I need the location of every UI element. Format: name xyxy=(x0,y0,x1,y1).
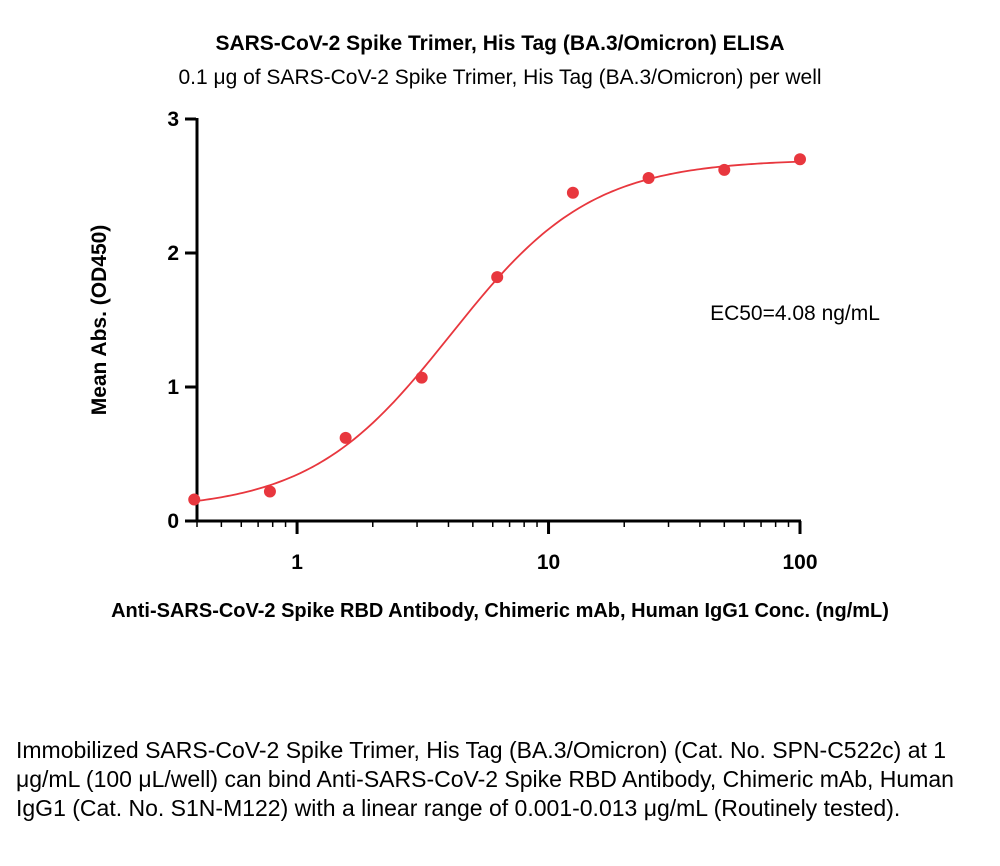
data-point xyxy=(188,493,201,506)
y-tick-label: 3 xyxy=(167,108,179,131)
fit-curve xyxy=(194,160,801,503)
x-tick-label: 1 xyxy=(291,551,303,574)
data-point xyxy=(642,171,655,184)
x-tick-label: 10 xyxy=(537,551,560,574)
data-point xyxy=(566,186,579,199)
data-point xyxy=(794,153,806,166)
axes xyxy=(185,117,802,534)
chart-title: SARS-CoV-2 Spike Trimer, His Tag (BA.3/O… xyxy=(215,32,785,55)
caption: Immobilized SARS-CoV-2 Spike Trimer, His… xyxy=(16,737,954,821)
axis-labels: 0 1 2 3 1 10 100 Mean Abs. (OD450) EC50=4.08 ng/… xyxy=(88,108,880,574)
elisa-chart: 0 1 2 3 1 10 100 Mean Abs. (OD450) EC50=4.08 ng/… xyxy=(88,108,880,574)
data-point xyxy=(491,271,504,284)
fit-curve-group xyxy=(194,160,801,503)
data-point xyxy=(339,431,352,444)
x-tick-label: 100 xyxy=(782,551,817,574)
ec50-annotation: EC50=4.08 ng/mL xyxy=(710,302,880,325)
data-point xyxy=(718,163,731,176)
y-axis-label: Mean Abs. (OD450) xyxy=(88,225,111,416)
data-point xyxy=(263,485,276,498)
x-axis-label: Anti-SARS-CoV-2 Spike RBD Antibody, Chim… xyxy=(111,600,889,622)
y-tick-label: 1 xyxy=(167,376,179,399)
data-point xyxy=(415,371,428,384)
chart-subtitle: 0.1 μg of SARS-CoV-2 Spike Trimer, His T… xyxy=(178,66,822,89)
y-tick-label: 2 xyxy=(167,242,179,265)
y-tick-label: 0 xyxy=(167,510,179,533)
data-points xyxy=(188,153,806,506)
